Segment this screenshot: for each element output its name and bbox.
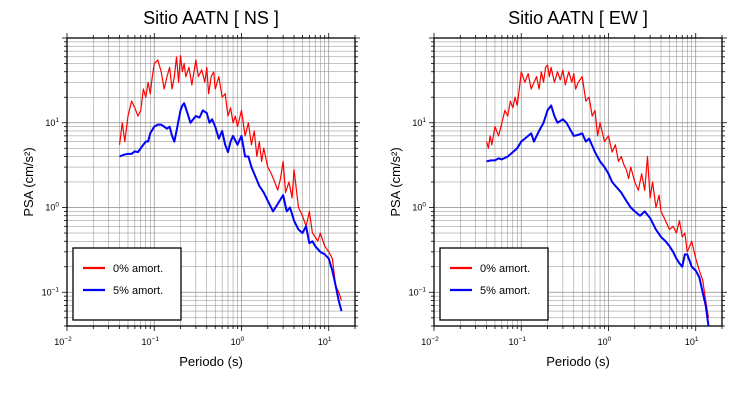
x-tick-label: 10−2 [54,336,72,347]
legend-box [439,247,549,321]
legend-label: 0% amort. [480,263,530,275]
legend-label: 0% amort. [113,263,163,275]
legend: 0% amort. 5% amort. [72,247,182,321]
grid [433,37,723,327]
x-tick-label: 10−1 [142,336,160,347]
legend-label: 5% amort. [113,285,163,297]
x-axis-label: Periodo (s) [179,354,243,369]
plot-frame [66,37,356,327]
ew-chart: 10−2 10−1 100 101 10−1 100 101 Sitio AATN [ EW … [388,8,727,369]
x-tick-label: 101 [318,336,332,347]
x-tick-label: 10−2 [421,336,439,347]
y-tick-label: 10−1 [42,286,60,297]
ns-chart: 10−2 10−1 100 101 10−1 100 101 Sitio AATN [ NS … [21,8,360,369]
y-tick-label: 101 [412,117,426,128]
x-axis-label: Periodo (s) [546,354,610,369]
x-tick-label: 101 [685,336,699,347]
x-tick-label: 100 [598,336,612,347]
y-axis-label: PSA (cm/s²) [21,147,36,216]
y-tick-label: 101 [45,117,59,128]
y-tick-label: 100 [412,202,426,213]
series-line-amort-0 [118,55,343,301]
x-tick-label: 100 [231,336,245,347]
chart-title: Sitio AATN [ NS ] [143,8,279,28]
y-axis-label: PSA (cm/s²) [388,147,403,216]
chart-title: Sitio AATN [ EW ] [508,8,648,28]
legend: 0% amort. 5% amort. [439,247,549,321]
legend-box [72,247,182,321]
series-line-amort-5 [119,102,343,312]
plot-frame [433,37,723,327]
y-tick-label: 10−1 [409,286,427,297]
y-tick-label: 100 [45,202,59,213]
series-line-amort-5 [486,104,710,327]
x-tick-label: 10−1 [509,336,527,347]
legend-label: 5% amort. [480,285,530,297]
series-line-amort-0 [485,64,710,318]
